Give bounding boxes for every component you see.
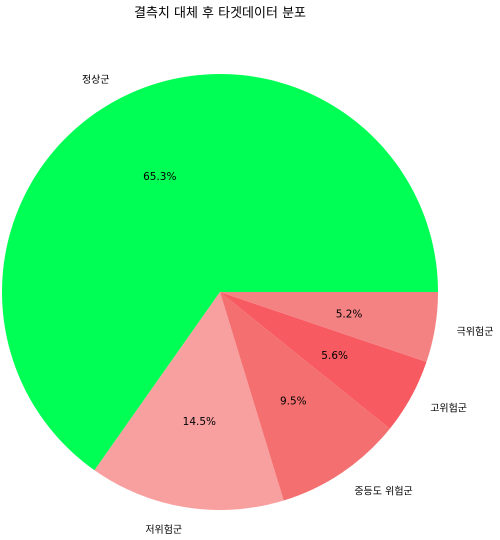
pie-value-label-3: 9.5% [280, 395, 307, 407]
pie-labels: 65.3% 정상군 14.5% 저위험군 9.5% 중등도 위험군 5.6% 고위험군 5.2%… [82, 74, 493, 536]
pie-slice-3 [220, 292, 390, 501]
pie-slices [1, 73, 438, 510]
pie-slice-5 [220, 292, 438, 362]
pie-category-label-2: 저위험군 [145, 523, 182, 536]
pie-value-label-1: 65.3% [143, 171, 176, 183]
pie-value-label-2: 14.5% [183, 416, 216, 428]
chart-title: 결측치 대체 후 타겟데이터 분포 [133, 6, 306, 21]
pie-value-label-5: 5.2% [336, 308, 363, 320]
pie-category-label-4: 고위험군 [430, 401, 467, 414]
pie-slice-1 [1, 73, 438, 471]
pie-category-label-3: 중등도 위험군 [354, 485, 412, 498]
pie-value-label-4: 5.6% [321, 350, 348, 362]
pie-slice-2 [94, 292, 284, 510]
pie-category-label-1: 정상군 [82, 74, 110, 86]
pie-category-label-5: 극위험군 [457, 325, 494, 338]
pie-slice-4 [220, 292, 427, 429]
